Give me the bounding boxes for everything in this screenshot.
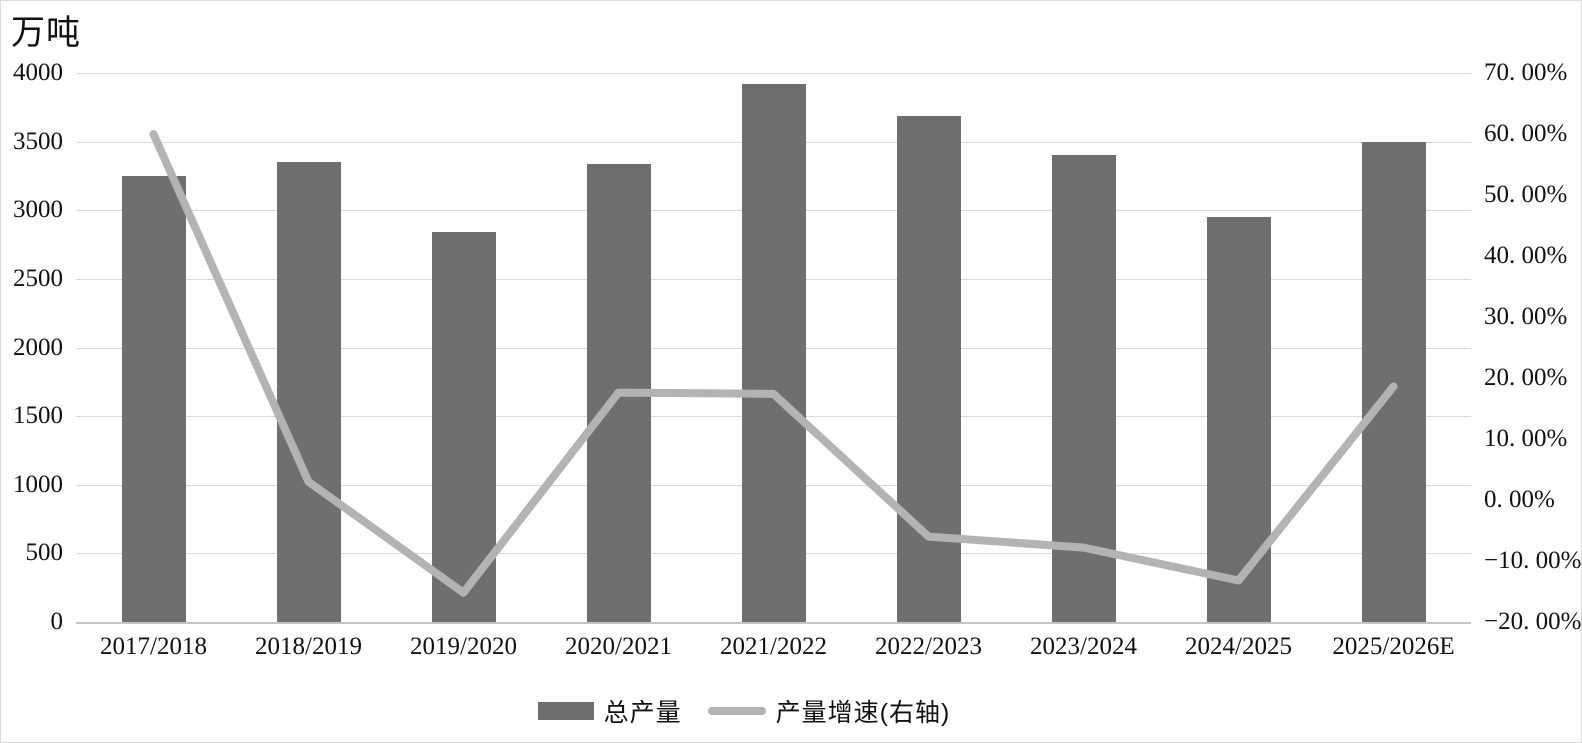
left-axis-tick: 2000 [13,333,63,361]
right-axis-tick: −10. 00% [1484,547,1582,574]
right-axis-tick: 50. 00% [1484,181,1568,208]
left-axis-tick: 4000 [13,59,63,86]
left-axis-tick: 0 [50,608,64,635]
x-axis-line [76,622,1471,624]
left-axis-tick: 3000 [13,196,63,224]
plot-area [76,73,1471,624]
left-axis-tick: 2500 [13,264,63,292]
legend: 总产量 产量增速(右轴) [0,693,1534,729]
bar-2019/2020 [431,232,496,622]
right-axis-tick: 10. 00% [1484,425,1568,452]
x-axis-label: 2025/2026E [1332,633,1455,660]
right-axis-tick: 40. 00% [1484,242,1568,269]
growth-line [149,130,1398,597]
growth-line-series [149,130,1398,597]
bar-2021/2022 [741,83,806,622]
gridline [76,73,1471,74]
right-axis-tick: 60. 00% [1484,120,1568,147]
x-axis-label: 2017/2018 [100,633,207,660]
x-axis-label: 2023/2024 [1030,633,1137,660]
legend-item-growth-rate: 产量增速(右轴) [707,693,951,729]
x-axis-label: 2022/2023 [875,633,982,660]
right-axis-tick: −20. 00% [1484,608,1582,635]
right-axis-tick: 20. 00% [1484,364,1568,391]
right-axis-tick: 0. 00% [1484,486,1555,513]
x-axis-label: 2020/2021 [565,633,672,660]
bar-2017/2018 [121,175,186,622]
right-axis-tick: 30. 00% [1484,303,1568,330]
left-axis-tick: 500 [25,539,64,567]
legend-item-total-production: 总产量 [537,693,682,729]
legend-line-swatch-icon [707,707,766,715]
legend-label: 产量增速(右轴) [775,699,951,727]
x-axis-label: 2021/2022 [720,633,827,660]
x-axis-label: 2019/2020 [410,633,517,660]
right-axis-tick: 70. 00% [1484,59,1568,86]
left-axis-tick: 1500 [13,402,63,430]
bar-2018/2019 [276,162,341,622]
left-axis-unit-label: 万吨 [11,14,81,52]
left-axis-tick: 1000 [13,470,63,498]
x-axis-label: 2024/2025 [1185,633,1292,660]
left-axis-tick: 3500 [13,127,63,155]
legend-bar-swatch-icon [537,702,594,720]
legend-label: 总产量 [603,699,682,727]
x-axis-label: 2018/2019 [255,633,362,660]
bar-2025/2026E [1361,141,1426,622]
